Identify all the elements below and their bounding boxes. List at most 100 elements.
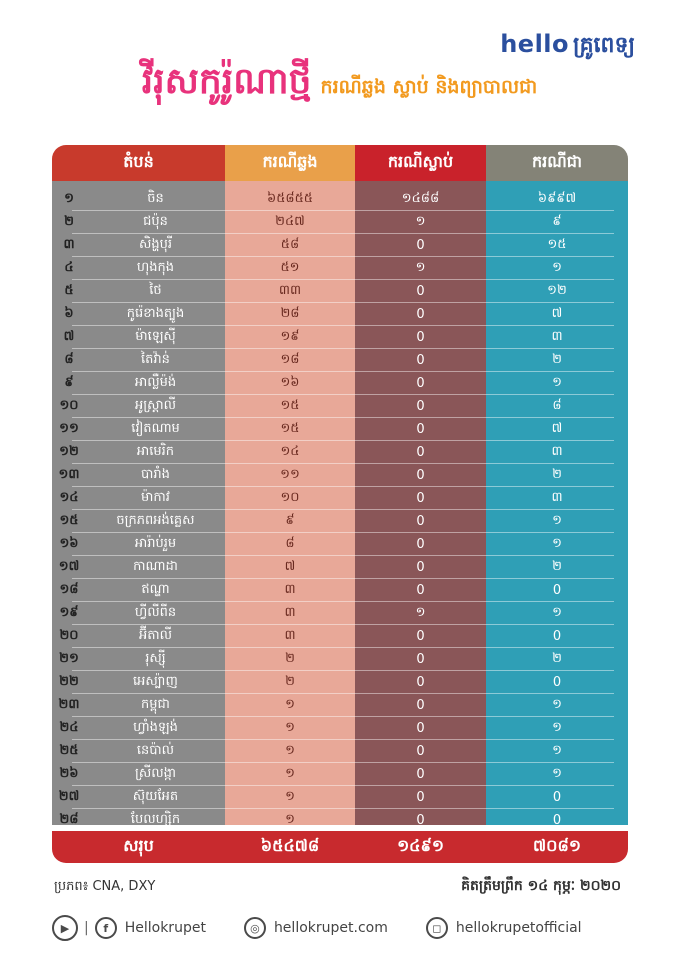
divider: |	[84, 920, 89, 936]
row-separator	[72, 371, 614, 372]
row-cases: ១៤	[280, 444, 300, 459]
row-deaths: 0	[416, 629, 425, 644]
row-country: ហុងកុង	[136, 260, 175, 275]
row-number: ២២	[59, 674, 79, 689]
row-recovered: 0	[552, 629, 562, 644]
row-recovered: ១២	[547, 283, 567, 298]
row-separator	[72, 624, 614, 625]
row-country: ចក្រភពអង់គ្លេស	[116, 513, 195, 528]
row-cases: ៣	[284, 628, 296, 643]
row-deaths: ១	[415, 605, 426, 620]
col-bg-region	[52, 181, 225, 825]
row-separator	[72, 716, 614, 717]
row-number: ២៥	[59, 743, 79, 758]
row-country: អាល្លឺម៉ង់	[134, 375, 177, 390]
row-separator	[72, 417, 614, 418]
row-number: ២៦	[59, 766, 79, 781]
row-country: កាណាដា	[133, 559, 178, 574]
row-separator	[72, 394, 614, 395]
instagram-icon[interactable]: ◻	[425, 917, 448, 939]
table-body: ១ចិន ៦៥៨៥៥ ១៤៨៨ ៦៩៩៧២ជប៉ុន ២៤៧១៩៣សិង្ហបុរី ៥៨…	[52, 188, 628, 832]
row-deaths: 0	[416, 652, 425, 667]
row-deaths: 0	[416, 422, 425, 437]
row-country: បែលហ្ស៊ិក	[130, 812, 181, 827]
row-cases: ២៤៧	[275, 214, 305, 229]
row-number: ១	[64, 191, 74, 206]
row-cases: ៣៣	[278, 283, 302, 298]
row-country: អាមេរិក	[136, 444, 175, 459]
row-number: ១៣	[58, 467, 80, 482]
table-row: ៤ ហុងកុង ៥១ ១ ១	[52, 257, 628, 280]
youtube-icon[interactable]: ▶	[52, 915, 78, 941]
table-row: ២ ជប៉ុន ២៤៧ ១ ៩	[52, 211, 628, 234]
row-recovered: 0	[552, 675, 562, 690]
row-cases: ១៨	[280, 352, 300, 367]
row-country: ស៊ុយអែត	[132, 789, 179, 804]
row-number: ២៧	[58, 789, 80, 804]
facebook-handle[interactable]: Hellokrupet	[124, 920, 206, 936]
row-deaths: 0	[416, 560, 425, 575]
row-separator	[72, 693, 614, 694]
brand-hello: hello	[500, 30, 570, 58]
row-recovered: ១៥	[547, 237, 567, 252]
row-deaths: 0	[416, 307, 425, 322]
row-separator	[72, 808, 614, 809]
row-deaths: 0	[416, 376, 425, 391]
row-cases: ៦៥៨៥៥	[266, 191, 314, 206]
row-recovered: ៣	[551, 444, 563, 459]
row-country: ចិន	[147, 191, 164, 206]
row-separator	[72, 486, 614, 487]
total-recovered: ៧០៨១	[533, 836, 581, 855]
row-separator	[72, 256, 614, 257]
instagram-handle[interactable]: hellokrupetofficial	[455, 920, 582, 936]
row-country: ហ្វាំងឡង់	[133, 720, 178, 735]
total-label: សរុប	[123, 836, 154, 855]
row-number: ៩	[64, 375, 74, 390]
row-number: ៥	[64, 283, 74, 298]
row-number: ៧	[63, 329, 75, 344]
row-number: ១៦	[59, 536, 79, 551]
row-recovered: ១	[552, 605, 562, 620]
row-deaths: 0	[416, 744, 425, 759]
table-row: ២១ រុស្ស៊ី ២ 0 ២	[52, 648, 628, 671]
row-cases: ១	[285, 720, 295, 735]
globe-icon[interactable]: ◎	[243, 917, 266, 939]
row-number: ៨	[64, 352, 74, 367]
table-row: ២០ អ៊ីតាលី ៣ 0 0	[52, 625, 628, 648]
row-number: ៣	[63, 237, 75, 252]
header-recovered: ករណីជា	[486, 145, 628, 181]
facebook-icon[interactable]: f	[94, 917, 117, 939]
row-deaths: 0	[416, 284, 425, 299]
row-recovered: ៣	[551, 490, 563, 505]
row-deaths: 0	[416, 790, 425, 805]
col-bg-recovered	[486, 181, 628, 825]
row-cases: ២	[285, 674, 295, 689]
col-bg-cases	[225, 181, 355, 825]
table-row: ៣ សិង្ហបុរី ៥៨ 0 ១៥	[52, 234, 628, 257]
row-deaths: 0	[416, 537, 425, 552]
row-deaths: 0	[416, 721, 425, 736]
row-recovered: ៨	[552, 398, 562, 413]
row-deaths: 0	[416, 675, 425, 690]
row-cases: ៨	[285, 536, 295, 551]
row-country: អេស្ប៉ាញ	[133, 674, 178, 689]
row-cases: ៩	[285, 513, 295, 528]
row-number: ២៤	[59, 720, 79, 735]
website-link[interactable]: hellokrupet.com	[273, 920, 388, 936]
table-row: ១៧ កាណាដា ៧ 0 ២	[52, 556, 628, 579]
row-number: ១១	[59, 421, 79, 436]
row-recovered: ៦៩៩៧	[537, 191, 577, 206]
row-cases: ៥៨	[280, 237, 300, 252]
row-separator	[72, 578, 614, 579]
row-recovered: ១	[552, 766, 562, 781]
row-country: ឥណ្ឌា	[141, 582, 170, 597]
row-recovered: ១	[552, 513, 562, 528]
table-row: ២២ អេស្ប៉ាញ ២ 0 0	[52, 671, 628, 694]
total-deaths: ១៤៩១	[397, 836, 444, 855]
row-recovered: ២	[552, 352, 562, 367]
row-cases: ១	[285, 789, 295, 804]
row-recovered: ៣	[551, 329, 563, 344]
row-country: វៀតណាម	[131, 421, 180, 436]
row-separator	[72, 532, 614, 533]
title-main: វីរុសកូរ៉ូណាថ្មី	[141, 61, 312, 102]
